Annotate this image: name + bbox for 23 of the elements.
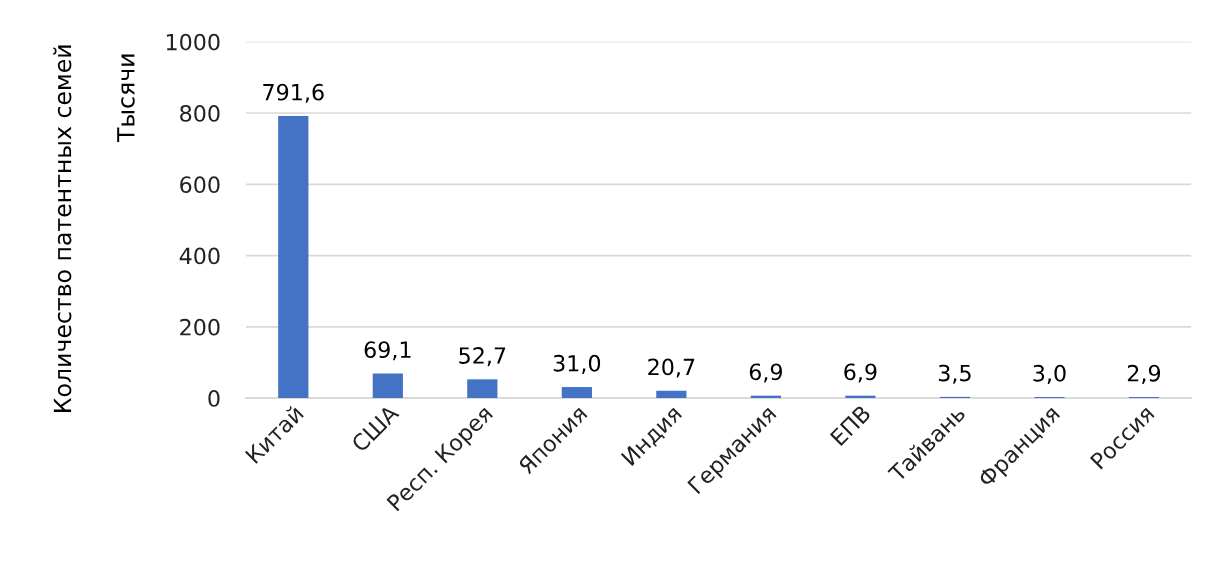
y-tick-label: 0 xyxy=(208,390,220,407)
y-tick-label: 600 xyxy=(180,176,220,194)
data-label: 52,7 xyxy=(459,347,506,367)
data-label: 3,0 xyxy=(1033,364,1066,384)
data-label: 791,6 xyxy=(263,83,324,103)
bar xyxy=(561,387,592,399)
bar xyxy=(372,373,403,399)
data-label: 31,0 xyxy=(553,354,601,374)
y-axis-title: Количество патентных семей xyxy=(53,45,72,412)
bar xyxy=(467,379,498,399)
data-label: 69,1 xyxy=(364,341,411,361)
y-tick-label: 200 xyxy=(180,318,220,336)
y-tick-label: 1000 xyxy=(166,33,220,51)
data-label: 6,9 xyxy=(749,363,782,383)
bar xyxy=(278,116,309,399)
bar xyxy=(656,390,687,399)
y-tick-label: 400 xyxy=(179,247,220,265)
text: Тысячи xyxy=(117,54,135,143)
data-label: 20,7 xyxy=(648,358,695,378)
data-label: 3,5 xyxy=(938,364,971,384)
data-label: 2,9 xyxy=(1127,364,1161,384)
y-tick-label: 800 xyxy=(180,104,220,122)
data-label: 6,9 xyxy=(844,363,877,383)
